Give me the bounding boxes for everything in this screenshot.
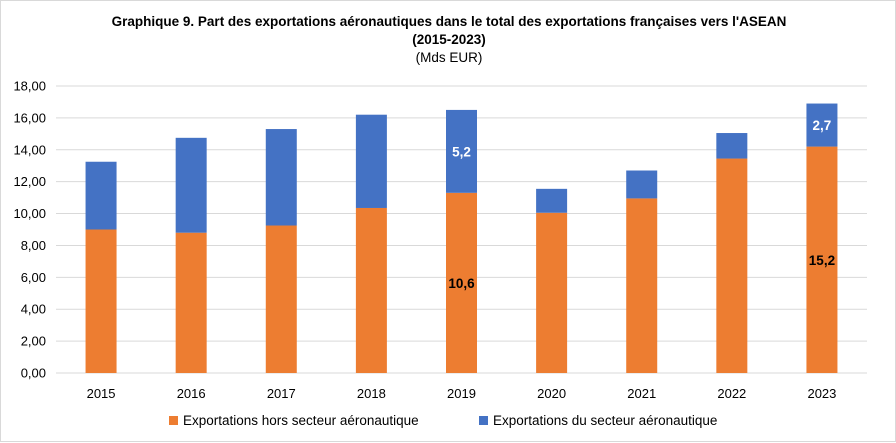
bar-hors-aero bbox=[806, 146, 838, 373]
y-tick-label: 14,00 bbox=[13, 142, 46, 157]
y-tick-label: 6,00 bbox=[21, 270, 46, 285]
x-tick-label: 2022 bbox=[717, 386, 746, 401]
data-label: 2,7 bbox=[813, 118, 832, 133]
bar-hors-aero bbox=[85, 229, 117, 373]
bar-hors-aero bbox=[265, 225, 297, 373]
bar-hors-aero bbox=[446, 192, 477, 373]
x-axis-ticks: 2015 2016 2017 2018 2019 2020 2021 2022 2023 bbox=[87, 386, 837, 401]
data-label: 15,2 bbox=[809, 253, 835, 268]
bar-aero bbox=[175, 137, 207, 233]
x-tick-label: 2018 bbox=[357, 386, 386, 401]
legend-swatch bbox=[169, 416, 178, 425]
bar-aero bbox=[265, 129, 297, 226]
y-tick-label: 4,00 bbox=[21, 302, 46, 317]
chart-title: Graphique 9. Part des exportations aéron… bbox=[112, 14, 787, 29]
x-tick-label: 2017 bbox=[267, 386, 296, 401]
bar-aero bbox=[355, 114, 387, 208]
x-tick-label: 2020 bbox=[537, 386, 566, 401]
bar-aero bbox=[85, 161, 117, 230]
legend-label: Exportations du secteur aéronautique bbox=[493, 413, 717, 428]
x-tick-label: 2015 bbox=[87, 386, 116, 401]
y-tick-label: 10,00 bbox=[13, 206, 46, 221]
legend: Exportations hors secteur aéronautique Ex… bbox=[169, 413, 717, 428]
y-tick-label: 16,00 bbox=[13, 110, 46, 125]
y-tick-label: 8,00 bbox=[21, 238, 46, 253]
chart-subtitle: (Mds EUR) bbox=[416, 50, 483, 65]
bar-aero bbox=[716, 133, 748, 159]
bar-aero bbox=[806, 103, 838, 147]
x-tick-label: 2021 bbox=[627, 386, 656, 401]
bar-aero bbox=[536, 188, 568, 213]
y-tick-label: 0,00 bbox=[21, 366, 46, 381]
data-label: 10,6 bbox=[448, 276, 475, 291]
data-labels: 10,6 5,2 15,2 2,7 bbox=[448, 118, 835, 291]
bar-hors-aero bbox=[355, 207, 387, 373]
data-label: 5,2 bbox=[452, 144, 471, 159]
y-tick-label: 18,00 bbox=[13, 79, 46, 94]
legend-label: Exportations hors secteur aéronautique bbox=[183, 413, 419, 428]
x-tick-label: 2019 bbox=[447, 386, 476, 401]
bar-hors-aero bbox=[716, 158, 748, 373]
bars bbox=[85, 103, 838, 373]
bar-aero bbox=[446, 109, 477, 193]
y-tick-label: 2,00 bbox=[21, 334, 46, 349]
bar-hors-aero bbox=[175, 232, 207, 373]
y-axis-ticks: 0,00 2,00 4,00 6,00 8,00 10,00 12,00 14,00 16,00… bbox=[13, 79, 46, 381]
x-tick-label: 2023 bbox=[807, 386, 836, 401]
bar-hors-aero bbox=[626, 198, 658, 373]
y-tick-label: 12,00 bbox=[13, 174, 46, 189]
chart-title-years: (2015-2023) bbox=[412, 32, 486, 47]
legend-swatch bbox=[479, 416, 488, 425]
x-tick-label: 2016 bbox=[177, 386, 206, 401]
bar-aero bbox=[626, 170, 658, 199]
bar-hors-aero bbox=[536, 212, 568, 373]
